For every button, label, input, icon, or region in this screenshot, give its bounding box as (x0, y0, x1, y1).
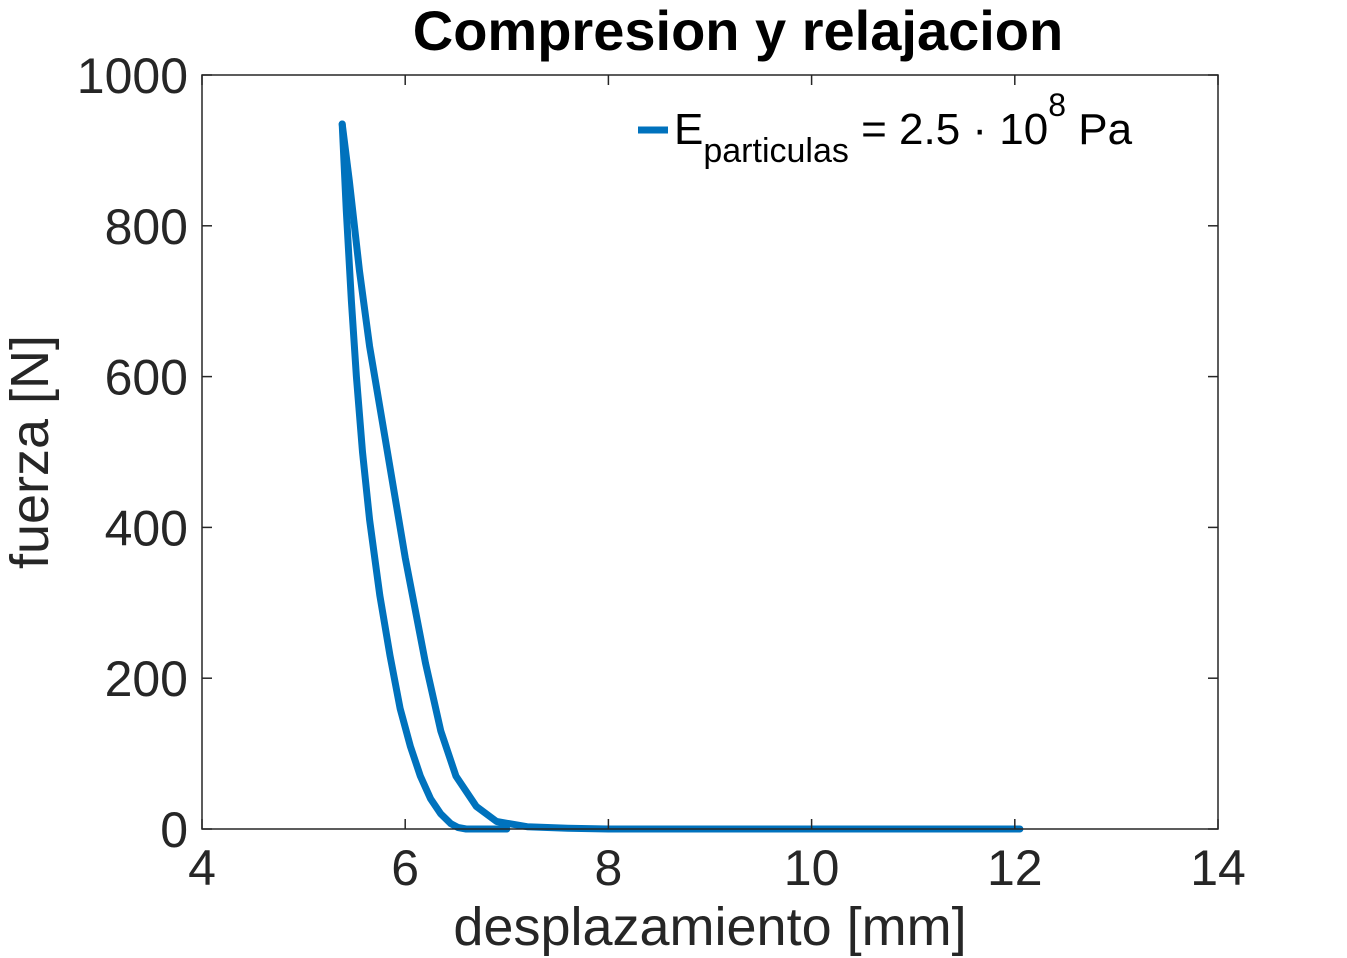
tick-layer: 4 6 8 10 12 14 0 200 400 600 800 1000 (77, 48, 1246, 896)
chart-title: Compresion y relajacion (413, 0, 1063, 62)
y-tick-label: 800 (105, 199, 188, 255)
x-tick-label: 8 (594, 840, 622, 896)
legend-end: Pa (1066, 105, 1133, 154)
legend-middle: = 2.5 · 10 (849, 105, 1048, 154)
legend-base: E (674, 105, 703, 154)
legend: Eparticulas = 2.5 · 108 Pa (638, 87, 1133, 170)
series-layer (338, 120, 1024, 833)
legend-superscript: 8 (1048, 87, 1066, 123)
plot-frame (201, 74, 1219, 830)
y-tick-label: 600 (105, 350, 188, 406)
y-tick-label: 1000 (77, 48, 188, 104)
x-tick-label: 6 (391, 840, 419, 896)
x-tick-label: 10 (784, 840, 840, 896)
y-tick-label: 200 (105, 651, 188, 707)
x-tick-label: 12 (987, 840, 1043, 896)
x-tick-label: 4 (188, 840, 216, 896)
y-tick-label: 0 (160, 802, 188, 858)
x-axis-label: desplazamiento [mm] (453, 897, 966, 957)
legend-subscript: particulas (703, 132, 849, 170)
series-line-segment-2 (338, 120, 511, 833)
y-axis-label: fuerza [N] (0, 335, 60, 569)
series-line-segment-1 (338, 120, 1024, 833)
legend-entry: Eparticulas = 2.5 · 108 Pa (674, 87, 1133, 170)
y-tick-label: 400 (105, 500, 188, 556)
x-tick-label: 14 (1190, 840, 1246, 896)
